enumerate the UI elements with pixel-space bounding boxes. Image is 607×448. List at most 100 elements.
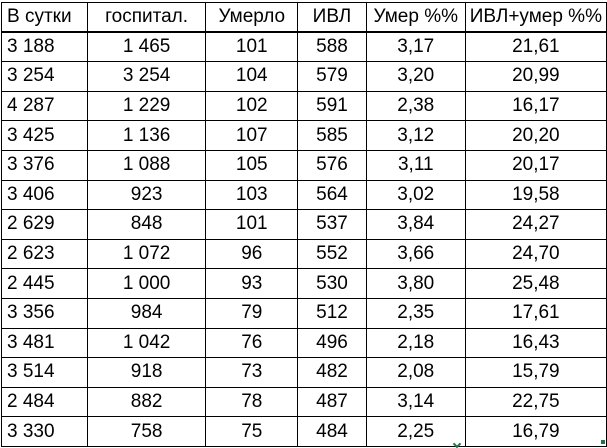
header-cell-hospitalized[interactable]: госпитал. (86, 2, 207, 33)
cell-per-day[interactable]: 3 481 (1, 327, 88, 359)
cell-hospitalized[interactable]: 758 (86, 416, 207, 447)
table-body: 3 188 1 465 101 588 3,17 21,61 3 254 3 254 104 57… (1, 31, 607, 447)
cell-ventilator-plus-death-percent[interactable]: 17,61 (464, 297, 607, 329)
cell-died[interactable]: 73 (205, 357, 299, 388)
cell-death-percent[interactable]: 3,80 (365, 268, 466, 299)
cell-ventilator[interactable]: 487 (297, 386, 367, 418)
cell-per-day[interactable]: 2 445 (1, 268, 88, 299)
cell-died[interactable]: 78 (205, 386, 299, 418)
cell-died[interactable]: 101 (205, 209, 299, 240)
cell-hospitalized[interactable]: 848 (86, 209, 207, 240)
table-row: 3 425 1 136 107 585 3,12 20,20 (1, 120, 607, 151)
cell-hospitalized[interactable]: 1 136 (86, 120, 207, 151)
cell-death-percent[interactable]: 3,17 (365, 31, 466, 63)
header-cell-ventilator[interactable]: ИВЛ (297, 2, 367, 33)
cell-per-day[interactable]: 2 484 (1, 386, 88, 418)
table-row: 2 445 1 000 93 530 3,80 25,48 (1, 268, 607, 299)
table-row: 3 406 923 103 564 3,02 19,58 (1, 179, 607, 211)
cell-ventilator-plus-death-percent[interactable]: 24,27 (464, 209, 607, 240)
cell-hospitalized[interactable]: 923 (86, 179, 207, 211)
cell-ventilator[interactable]: 585 (297, 120, 367, 151)
cell-ventilator[interactable]: 579 (297, 61, 367, 92)
cell-death-percent[interactable]: 3,02 (365, 179, 466, 211)
cell-ventilator[interactable]: 537 (297, 209, 367, 240)
cell-died[interactable]: 76 (205, 327, 299, 359)
cell-death-percent[interactable]: 3,66 (365, 238, 466, 270)
cell-died[interactable]: 102 (205, 90, 299, 122)
cell-ventilator[interactable]: 512 (297, 297, 367, 329)
cell-hospitalized[interactable]: 1 465 (86, 31, 207, 63)
cell-per-day[interactable]: 3 188 (1, 31, 88, 63)
cell-ventilator-plus-death-percent[interactable]: 25,48 (464, 268, 607, 299)
cell-ventilator[interactable]: 591 (297, 90, 367, 122)
cell-death-percent[interactable]: 2,08 (365, 357, 466, 388)
cell-hospitalized[interactable]: 1 072 (86, 238, 207, 270)
cell-per-day[interactable]: 3 425 (1, 120, 88, 151)
cell-died[interactable]: 93 (205, 268, 299, 299)
cell-death-percent[interactable]: 2,18 (365, 327, 466, 359)
cell-ventilator[interactable]: 496 (297, 327, 367, 359)
cell-died[interactable]: 107 (205, 120, 299, 151)
cell-death-percent[interactable]: 3,12 (365, 120, 466, 151)
cell-death-percent[interactable]: 2,38 (365, 90, 466, 122)
cell-ventilator-plus-death-percent[interactable]: 16,43 (464, 327, 607, 359)
cell-ventilator-plus-death-percent[interactable]: 16,79 (464, 416, 607, 447)
cell-hospitalized[interactable]: 882 (86, 386, 207, 418)
cell-ventilator-plus-death-percent[interactable]: 20,99 (464, 61, 607, 92)
cell-hospitalized[interactable]: 918 (86, 357, 207, 388)
cell-per-day[interactable]: 2 623 (1, 238, 88, 270)
cell-ventilator-plus-death-percent[interactable]: 19,58 (464, 179, 607, 211)
cell-died[interactable]: 101 (205, 31, 299, 63)
cell-ventilator-plus-death-percent[interactable]: 20,20 (464, 120, 607, 151)
cell-per-day[interactable]: 3 254 (1, 61, 88, 92)
cell-ventilator-plus-death-percent[interactable]: 24,70 (464, 238, 607, 270)
cell-death-percent[interactable]: 2,35 (365, 297, 466, 329)
cell-ventilator-plus-death-percent[interactable]: 16,17 (464, 90, 607, 122)
cell-per-day[interactable]: 3 406 (1, 179, 88, 211)
cell-per-day[interactable]: 3 514 (1, 357, 88, 388)
table-row: 3 376 1 088 105 576 3,11 20,17 (1, 149, 607, 181)
cell-per-day[interactable]: 4 287 (1, 90, 88, 122)
header-cell-ventilator-plus-death-percent[interactable]: ИВЛ+умер %% (464, 2, 607, 33)
cell-death-percent[interactable]: 3,11 (365, 149, 466, 181)
cell-ventilator[interactable]: 588 (297, 31, 367, 63)
cell-per-day[interactable]: 3 330 (1, 416, 88, 447)
cell-hospitalized[interactable]: 3 254 (86, 61, 207, 92)
cell-per-day[interactable]: 2 629 (1, 209, 88, 240)
cell-ventilator[interactable]: 552 (297, 238, 367, 270)
cell-died[interactable]: 79 (205, 297, 299, 329)
cell-hospitalized[interactable]: 1 088 (86, 149, 207, 181)
cell-died[interactable]: 105 (205, 149, 299, 181)
cell-ventilator[interactable]: 484 (297, 416, 367, 447)
cell-hospitalized[interactable]: 1 000 (86, 268, 207, 299)
cell-ventilator-plus-death-percent[interactable]: 22,75 (464, 386, 607, 418)
cell-death-percent[interactable]: 3,14 (365, 386, 466, 418)
cell-ventilator-plus-death-percent[interactable]: 21,61 (464, 31, 607, 63)
header-cell-died[interactable]: Умерло (205, 2, 299, 33)
cell-per-day[interactable]: 3 356 (1, 297, 88, 329)
table-row: 4 287 1 229 102 591 2,38 16,17 (1, 90, 607, 122)
cell-per-day[interactable]: 3 376 (1, 149, 88, 181)
cell-ventilator-plus-death-percent[interactable]: 20,17 (464, 149, 607, 181)
table-row: 3 330 758 75 484 2,25 16,79 (1, 416, 607, 447)
cell-ventilator[interactable]: 564 (297, 179, 367, 211)
cell-ventilator-plus-death-percent[interactable]: 15,79 (464, 357, 607, 388)
cell-death-percent[interactable]: 3,20 (365, 61, 466, 92)
cell-hospitalized[interactable]: 1 042 (86, 327, 207, 359)
cell-died[interactable]: 75 (205, 416, 299, 447)
table-row: 3 188 1 465 101 588 3,17 21,61 (1, 31, 607, 63)
cell-died[interactable]: 103 (205, 179, 299, 211)
cell-hospitalized[interactable]: 1 229 (86, 90, 207, 122)
cell-died[interactable]: 104 (205, 61, 299, 92)
cell-hospitalized[interactable]: 984 (86, 297, 207, 329)
header-cell-death-percent[interactable]: Умер %% (365, 2, 466, 33)
cell-death-percent[interactable]: 2,25 (365, 416, 466, 447)
cell-ventilator[interactable]: 482 (297, 357, 367, 388)
cell-ventilator[interactable]: 530 (297, 268, 367, 299)
cell-ventilator[interactable]: 576 (297, 149, 367, 181)
cell-death-percent[interactable]: 3,84 (365, 209, 466, 240)
cell-died[interactable]: 96 (205, 238, 299, 270)
header-cell-per-day[interactable]: В сутки (1, 2, 88, 33)
fill-handle[interactable] (601, 440, 605, 444)
